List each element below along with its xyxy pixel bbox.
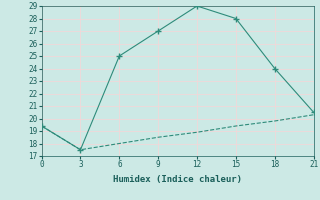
X-axis label: Humidex (Indice chaleur): Humidex (Indice chaleur) <box>113 175 242 184</box>
